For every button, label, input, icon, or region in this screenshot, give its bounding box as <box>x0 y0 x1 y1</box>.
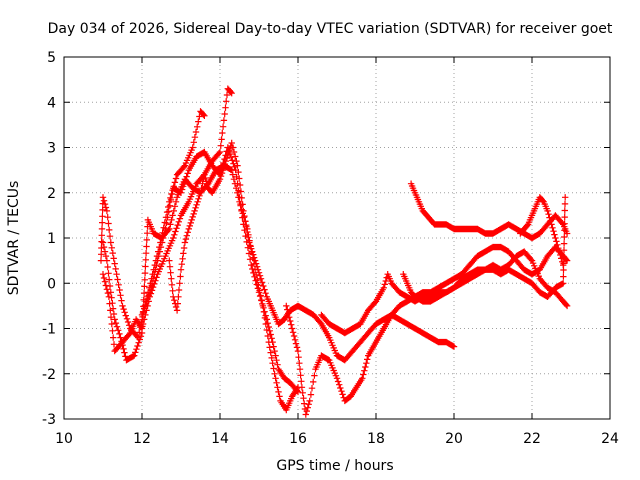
y-tick-label: -3 <box>42 412 56 428</box>
series-track-3 <box>99 162 302 414</box>
series-track-8 <box>407 180 571 242</box>
x-tick-label: 14 <box>211 431 229 447</box>
x-tick-label: 22 <box>523 431 541 447</box>
y-tick-label: 1 <box>47 231 56 247</box>
data-point-markers <box>99 85 235 355</box>
y-tick-label: 5 <box>47 50 56 66</box>
y-tick-label: -1 <box>42 322 56 338</box>
x-tick-label: 18 <box>367 431 385 447</box>
data-point-markers <box>517 194 567 269</box>
series-track-5 <box>166 139 458 364</box>
y-tick-label: 4 <box>47 95 56 111</box>
chart-title: Day 034 of 2026, Sidereal Day-to-day VTE… <box>48 21 613 37</box>
y-tick-label: 2 <box>47 186 56 202</box>
plot-area <box>97 85 571 418</box>
series-track-4 <box>138 144 302 396</box>
x-tick-label: 20 <box>445 431 463 447</box>
y-tick-label: 3 <box>47 141 56 157</box>
data-point-markers <box>138 144 302 396</box>
data-point-markers <box>407 180 571 242</box>
y-tick-label: -2 <box>42 367 56 383</box>
y-ticks: -3 -2 -1 0 1 2 3 4 5 <box>42 50 610 428</box>
data-point-markers <box>99 162 302 414</box>
x-tick-label: 12 <box>133 431 151 447</box>
series-track-10 <box>517 194 567 269</box>
series-track-9 <box>400 194 569 305</box>
x-axis-label: GPS time / hours <box>276 458 393 474</box>
data-point-markers <box>400 194 569 305</box>
data-point-markers <box>166 139 458 364</box>
x-ticks: 10 12 14 16 18 20 22 24 <box>55 57 619 447</box>
x-tick-label: 16 <box>289 431 307 447</box>
y-tick-label: 0 <box>47 276 56 292</box>
series-track-2 <box>99 85 235 355</box>
plot-frame <box>63 56 611 420</box>
y-axis-label: SDTVAR / TECUs <box>6 181 22 296</box>
x-tick-label: 24 <box>601 431 619 447</box>
x-tick-label: 10 <box>55 431 73 447</box>
